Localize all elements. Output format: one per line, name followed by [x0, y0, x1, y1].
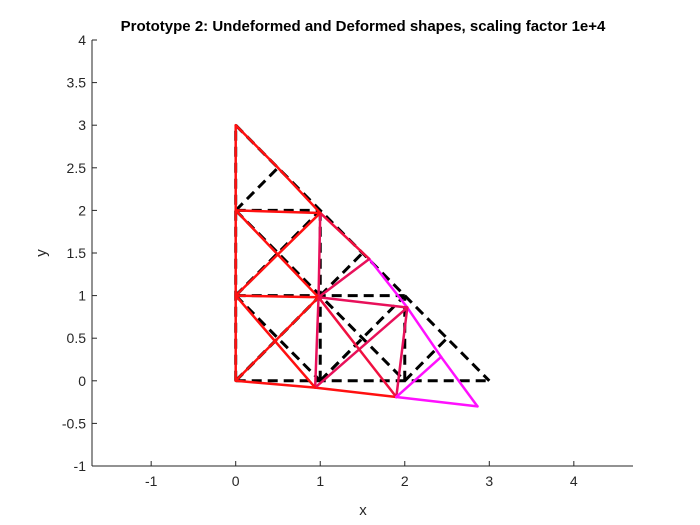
- x-tick-label: 2: [401, 473, 409, 489]
- y-tick-label: 1: [78, 288, 86, 304]
- y-tick-label: 2: [78, 202, 86, 218]
- deformed-member: [234, 296, 320, 383]
- x-tick-label: -1: [145, 473, 158, 489]
- deformed-member: [368, 257, 409, 309]
- deformed-member: [234, 294, 320, 299]
- x-tick-label: 3: [485, 473, 493, 489]
- deformed-member: [395, 355, 443, 399]
- undeformed-member: [234, 166, 280, 212]
- y-tick-label: -1: [74, 458, 87, 474]
- deformed-shape: [234, 123, 479, 408]
- x-axis-label: x: [359, 502, 367, 519]
- y-tick-label: 0.5: [67, 330, 87, 346]
- undeformed-member: [403, 337, 449, 382]
- undeformed-member: [234, 294, 322, 382]
- deformed-member: [313, 306, 409, 389]
- chart-title: Prototype 2: Undeformed and Deformed sha…: [121, 18, 606, 35]
- deformed-member: [234, 123, 280, 170]
- deformed-member: [395, 395, 479, 408]
- x-tick-label: 4: [570, 473, 578, 489]
- y-tick-label: 0: [78, 373, 86, 389]
- deformed-member: [313, 296, 320, 389]
- deformed-member: [317, 257, 371, 299]
- undeformed-member: [319, 251, 364, 297]
- y-tick-label: -0.5: [62, 415, 86, 431]
- deformed-member: [406, 306, 443, 359]
- deformed-member: [317, 296, 409, 309]
- y-tick-label: 3: [78, 117, 86, 133]
- deformed-member: [395, 306, 409, 399]
- deformed-member: [234, 379, 317, 389]
- deformed-member: [318, 211, 371, 261]
- y-ticks: -1 -0.5 0 0.5 1 1.5 2 2.5 3 3.5 4: [62, 32, 97, 474]
- x-ticks: -1 0 1 2 3 4: [145, 461, 578, 489]
- deformed-member: [234, 209, 322, 215]
- y-tick-label: 2.5: [67, 160, 87, 176]
- deformed-member: [317, 211, 322, 299]
- y-tick-label: 4: [78, 32, 86, 48]
- deformed-member: [276, 166, 322, 215]
- deformed-member: [234, 209, 320, 299]
- y-tick-label: 1.5: [67, 245, 87, 261]
- x-tick-label: 1: [316, 473, 324, 489]
- deformed-member: [439, 355, 479, 408]
- deformed-member: [234, 294, 317, 389]
- y-tick-label: 3.5: [67, 75, 87, 91]
- deformed-member: [313, 386, 398, 399]
- x-tick-label: 0: [232, 473, 240, 489]
- y-axis-label: y: [33, 249, 50, 257]
- deformed-member: [317, 296, 398, 399]
